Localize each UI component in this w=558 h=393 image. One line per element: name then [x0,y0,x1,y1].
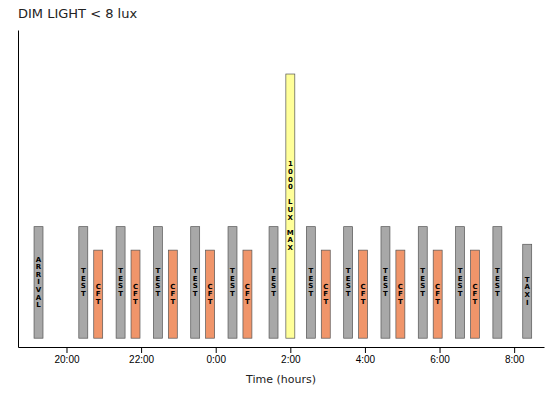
plot: 20:0022:000:002:004:006:008:00TESTCFTTES… [19,31,545,366]
x-tick-mark [365,347,366,353]
bar [269,227,278,339]
bar-label: CFT [323,283,328,306]
bar [359,250,368,338]
chart: 20:0022:000:002:004:006:008:00TESTCFTTES… [0,0,558,393]
bar-label: CFT [170,283,175,306]
x-tick-mark [514,347,515,353]
y-axis [18,31,19,348]
bar-label: CFT [435,283,440,306]
x-tick: 8:00 [505,347,525,365]
bar [493,227,502,339]
x-tick-label: 20:00 [54,354,79,365]
bar [153,227,162,339]
bar-label: CFT [245,283,250,306]
bar-labels: TEST CFT TEST CFT TEST CFT TEST CFT TEST CFT TEST 1… [36,160,531,309]
x-tick-mark [440,347,441,353]
x-tick-mark [141,347,142,353]
bar [206,250,215,338]
x-tick-label: 2:00 [281,354,301,365]
bar [471,250,480,338]
x-tick-label: 6:00 [430,354,450,365]
bar [433,250,442,338]
bar-label: TAXI [525,276,531,307]
bar-label: TEST [458,267,463,298]
x-axis: 20:00 22:00 0:00 2:00 4:00 6:00 8:00 [19,347,545,365]
bar-label: CFT [472,283,477,306]
bar-label: CFT [133,283,138,306]
x-axis-title: Time (hours) [245,373,316,386]
bar-label: CFT [361,283,366,306]
x-tick: 22:00 [129,347,154,365]
x-tick: 0:00 [206,347,226,365]
x-tick-label: 0:00 [206,354,226,365]
bar [306,227,315,339]
bar [321,250,330,338]
bar [228,227,237,339]
x-tick: 4:00 [356,347,376,365]
bar-label: CFT [208,283,213,306]
x-tick-mark [216,347,217,353]
x-tick-label: 22:00 [129,354,154,365]
x-tick: 2:00 [281,347,301,365]
bar-label: TEST [230,267,235,298]
bar-label: TEST [155,267,160,298]
y-axis-line [18,31,19,348]
bar [286,74,295,338]
bar-label: TEST [271,267,276,298]
bar [523,244,532,338]
bar [116,227,125,339]
bars [34,74,532,338]
bar [34,227,43,339]
bar-label: TEST [193,267,198,298]
bar-label: TEST [346,267,351,298]
bar-label: CFT [398,283,403,306]
bar-label: ARRIVAL [36,256,42,310]
x-tick: 20:00 [54,347,79,365]
x-tick: 6:00 [430,347,450,365]
bar [456,227,465,339]
bar [191,227,200,339]
bar [344,227,353,339]
bar-label: TEST [495,267,500,298]
bar [94,250,103,338]
bar [418,227,427,339]
x-axis-line [19,347,545,348]
bar [79,227,88,339]
bar-label: TEST [383,267,388,298]
x-tick-mark [290,347,291,353]
bar [381,227,390,339]
bar [243,250,252,338]
bar [168,250,177,338]
bar [396,250,405,338]
bar-label: TEST [81,267,86,298]
x-tick-mark [66,347,67,353]
bar [131,250,140,338]
bar-label: TEST [118,267,123,298]
bar-label: CFT [96,283,101,306]
x-tick-label: 8:00 [505,354,525,365]
x-tick-label: 4:00 [356,354,376,365]
bar-label: 1000 LUX MAX [287,160,294,252]
bar-label: TEST [420,267,425,298]
bar-label: TEST [308,267,313,298]
title: DIM LIGHT < 8 lux [18,6,137,21]
